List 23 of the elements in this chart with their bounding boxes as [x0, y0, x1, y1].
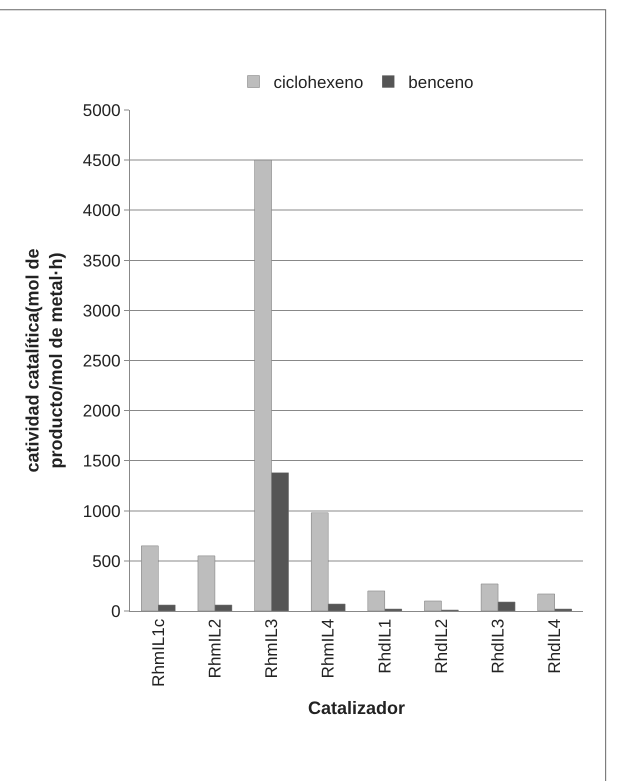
y-tick-label: 1000: [82, 502, 121, 521]
legend-label: ciclohexeno: [274, 73, 364, 92]
y-tick-label: 3500: [82, 251, 121, 270]
x-tick-label: RhmIL1c: [148, 618, 168, 687]
y-tick-label: 2500: [82, 351, 121, 370]
y-tick-label: 500: [92, 552, 121, 571]
y-tick-label: 4500: [82, 151, 121, 170]
y-tick-label: 5000: [82, 100, 121, 120]
y-axis-title: catividad catalítica(mol de producto/mol de metal·h): [22, 248, 66, 473]
y-tick-label: 3000: [82, 301, 121, 320]
y-tick-label: 2000: [82, 402, 121, 421]
y-tick-label: 0: [111, 602, 121, 621]
x-axis-title: Catalizador: [308, 698, 406, 718]
x-tick-label: RhmIL2: [205, 618, 224, 678]
x-tick-label: RhmIL4: [318, 618, 338, 678]
x-tick-label: RhmIL3: [262, 618, 282, 678]
x-tick-label: RhdIL3: [488, 618, 508, 674]
x-tick-label: RhdIL4: [545, 618, 564, 674]
y-tick-label: 4000: [82, 201, 121, 220]
legend-label: benceno: [408, 73, 474, 92]
x-tick-label: RhdIL2: [432, 618, 451, 674]
x-tick-label: RhdIL1: [375, 618, 394, 674]
y-tick-label: 1500: [82, 452, 121, 471]
